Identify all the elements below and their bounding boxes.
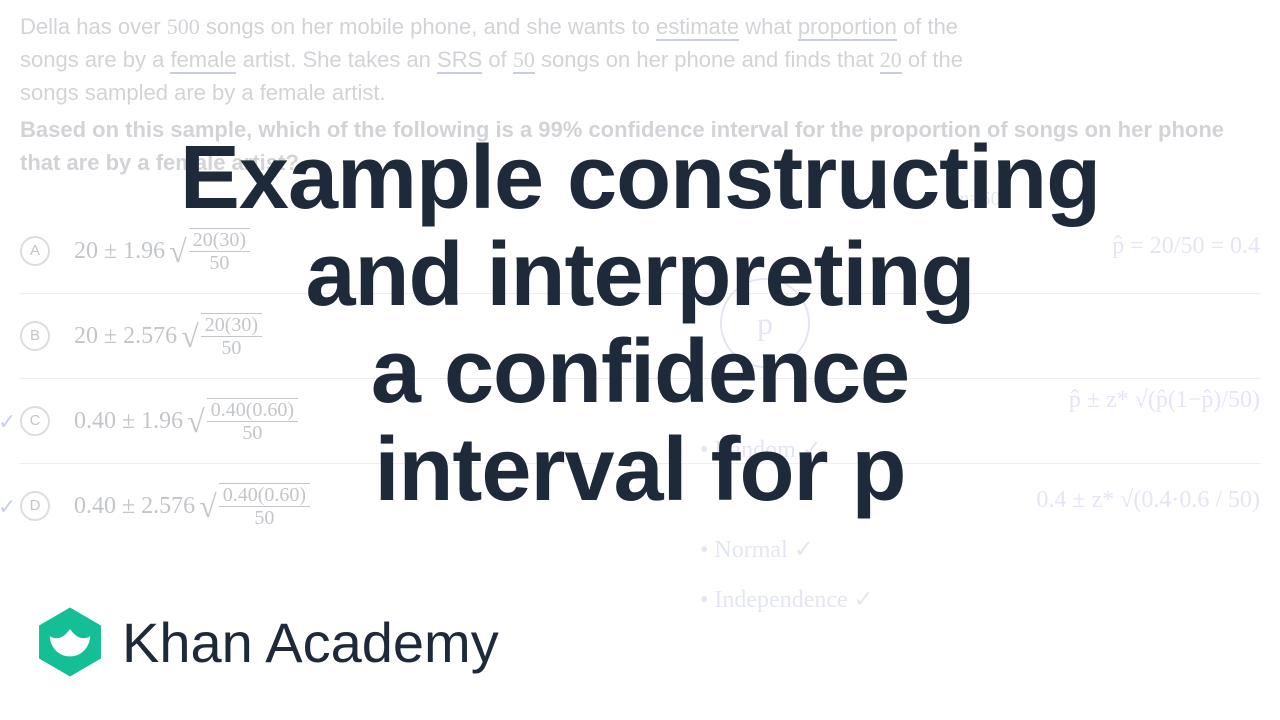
- video-title: Example constructing and interpreting a …: [0, 130, 1280, 519]
- brand-name: Khan Academy: [122, 610, 499, 675]
- word-srs: SRS: [437, 47, 482, 74]
- title-line-1: Example constructing: [0, 130, 1280, 227]
- word-proportion: proportion: [798, 14, 897, 41]
- text: of the: [902, 47, 963, 72]
- khan-logo-icon: [34, 606, 106, 678]
- title-line-4: interval for p: [0, 422, 1280, 519]
- title-line-2: and interpreting: [0, 227, 1280, 324]
- title-line-3: a confidence: [0, 324, 1280, 421]
- text: artist. She takes an: [236, 47, 437, 72]
- word-estimate: estimate: [656, 14, 739, 41]
- hw-normal: • Normal ✓: [700, 532, 1260, 568]
- text: songs on her phone and finds that: [535, 47, 880, 72]
- text: of: [482, 47, 513, 72]
- brand-bar: Khan Academy: [34, 606, 499, 678]
- word-female: female: [170, 47, 236, 74]
- text: what: [739, 14, 798, 39]
- text: songs sampled are by a female artist.: [20, 80, 386, 105]
- text: Della has over: [20, 14, 167, 39]
- text: songs on her mobile phone, and she wants…: [200, 14, 656, 39]
- text: of the: [897, 14, 958, 39]
- text: songs are by a: [20, 47, 170, 72]
- hw-indep: • Independence ✓: [700, 582, 1260, 618]
- num-found: 20: [880, 47, 902, 74]
- num-songs: 500: [167, 14, 200, 39]
- num-sample: 50: [513, 47, 535, 74]
